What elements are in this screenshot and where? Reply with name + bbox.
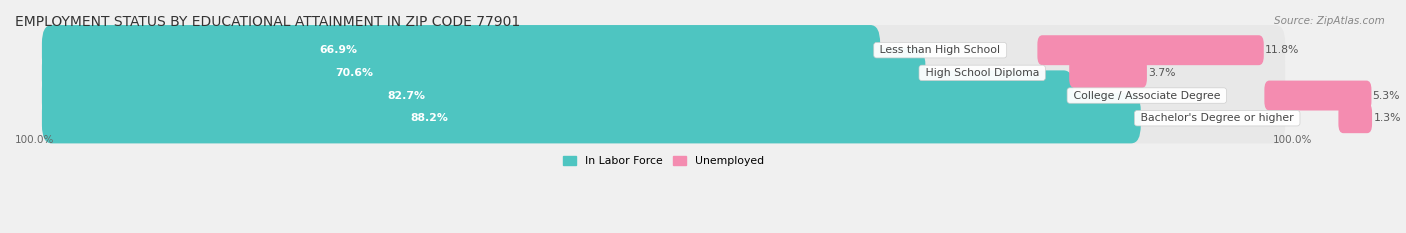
Text: EMPLOYMENT STATUS BY EDUCATIONAL ATTAINMENT IN ZIP CODE 77901: EMPLOYMENT STATUS BY EDUCATIONAL ATTAINM…: [15, 15, 520, 29]
FancyBboxPatch shape: [42, 25, 1285, 75]
Text: Source: ZipAtlas.com: Source: ZipAtlas.com: [1274, 16, 1385, 26]
Text: 100.0%: 100.0%: [15, 134, 55, 144]
Text: High School Diploma: High School Diploma: [922, 68, 1043, 78]
FancyBboxPatch shape: [1038, 35, 1264, 65]
Text: Less than High School: Less than High School: [876, 45, 1004, 55]
FancyBboxPatch shape: [42, 93, 1285, 143]
FancyBboxPatch shape: [1069, 58, 1147, 88]
FancyBboxPatch shape: [42, 70, 1074, 121]
Text: 3.7%: 3.7%: [1149, 68, 1175, 78]
Legend: In Labor Force, Unemployed: In Labor Force, Unemployed: [558, 152, 769, 171]
FancyBboxPatch shape: [1264, 81, 1371, 110]
FancyBboxPatch shape: [42, 93, 1140, 143]
FancyBboxPatch shape: [1339, 103, 1372, 133]
FancyBboxPatch shape: [42, 48, 925, 98]
FancyBboxPatch shape: [42, 48, 1285, 98]
Text: 70.6%: 70.6%: [335, 68, 373, 78]
FancyBboxPatch shape: [42, 70, 1285, 121]
Text: 1.3%: 1.3%: [1374, 113, 1400, 123]
Text: College / Associate Degree: College / Associate Degree: [1070, 91, 1223, 101]
Text: 11.8%: 11.8%: [1265, 45, 1299, 55]
Text: 100.0%: 100.0%: [1272, 134, 1312, 144]
Text: 82.7%: 82.7%: [387, 91, 425, 101]
Text: 88.2%: 88.2%: [411, 113, 449, 123]
Text: Bachelor's Degree or higher: Bachelor's Degree or higher: [1137, 113, 1298, 123]
Text: 5.3%: 5.3%: [1372, 91, 1400, 101]
FancyBboxPatch shape: [42, 25, 880, 75]
Text: 66.9%: 66.9%: [319, 45, 357, 55]
